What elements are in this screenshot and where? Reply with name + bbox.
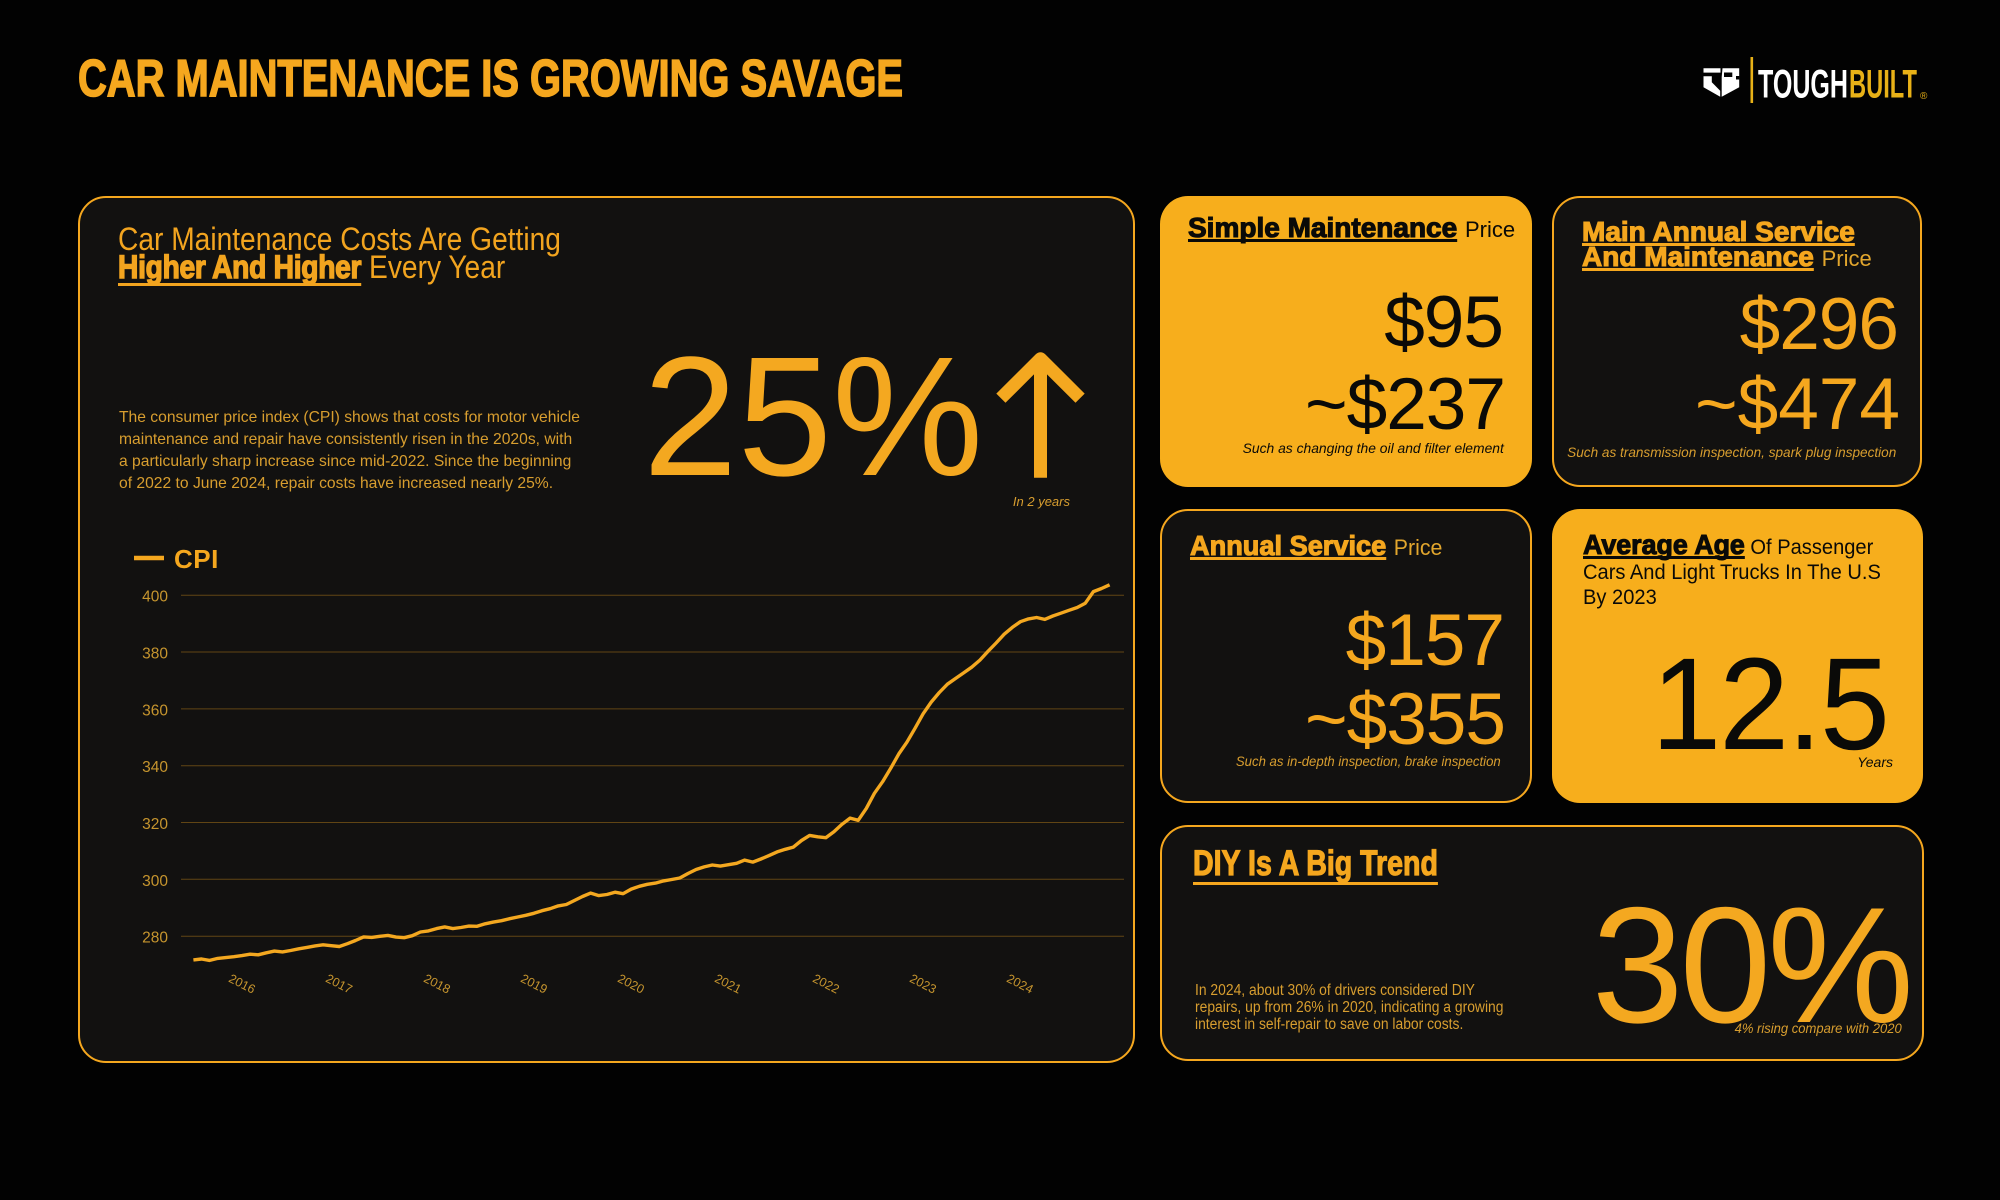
svg-text:300: 300 — [142, 873, 168, 890]
svg-text:2016: 2016 — [226, 971, 257, 996]
svg-text:2017: 2017 — [323, 971, 354, 996]
svg-text:400: 400 — [142, 589, 168, 606]
svg-text:BUILT: BUILT — [1849, 63, 1917, 107]
svg-text:380: 380 — [142, 646, 168, 663]
svg-text:2018: 2018 — [421, 971, 452, 996]
svg-text:2019: 2019 — [518, 971, 549, 996]
svg-text:®: ® — [1920, 91, 1928, 102]
svg-text:2020: 2020 — [615, 971, 646, 996]
svg-text:2021: 2021 — [712, 971, 743, 996]
svg-text:280: 280 — [142, 930, 168, 947]
svg-text:340: 340 — [142, 759, 168, 776]
svg-text:2024: 2024 — [1004, 971, 1035, 996]
svg-text:TOUGH: TOUGH — [1758, 63, 1848, 107]
svg-text:320: 320 — [142, 816, 168, 833]
svg-text:360: 360 — [142, 702, 168, 719]
svg-text:2023: 2023 — [907, 971, 938, 996]
svg-text:2022: 2022 — [810, 971, 841, 996]
svg-text:CPI: CPI — [174, 544, 219, 574]
